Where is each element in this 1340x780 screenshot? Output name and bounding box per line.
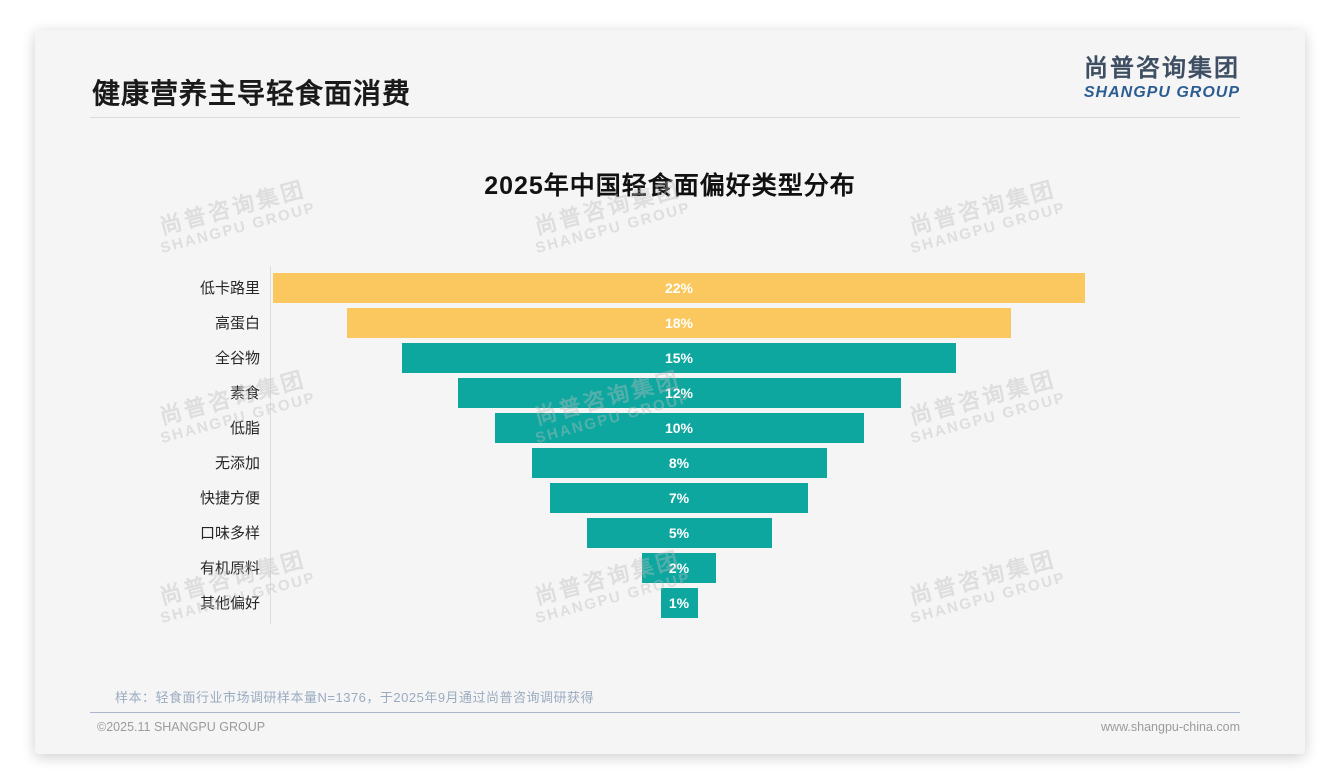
category-label: 低脂 [229, 420, 260, 437]
bar-zone: 5% [273, 517, 1085, 548]
bar-素食: 12% [457, 377, 901, 408]
value-label: 10% [664, 419, 694, 436]
slide-card: 健康营养主导轻食面消费 尚普咨询集团 SHANGPU GROUP 2025年中国… [35, 30, 1305, 754]
chart-row: 有机原料 2% [35, 550, 1305, 585]
bar-全谷物: 15% [402, 342, 956, 373]
category-label: 口味多样 [199, 525, 260, 542]
chart-row: 低卡路里 22% [35, 270, 1305, 305]
chart-row: 无添加 8% [35, 445, 1305, 480]
category-label: 有机原料 [199, 560, 260, 577]
bar-低脂: 10% [494, 412, 864, 443]
chart-row: 素食 12% [35, 375, 1305, 410]
bar-其他偏好: 1% [660, 587, 698, 618]
bar-zone: 2% [273, 552, 1085, 583]
value-label: 8% [668, 454, 690, 471]
category-label: 全谷物 [214, 350, 260, 367]
logo-chinese-text: 尚普咨询集团 [1084, 55, 1240, 82]
chart-row: 口味多样 5% [35, 515, 1305, 550]
category-label: 低卡路里 [199, 280, 260, 297]
bar-zone: 18% [273, 307, 1085, 338]
bar-zone: 7% [273, 482, 1085, 513]
value-label: 5% [668, 524, 690, 541]
bar-zone: 22% [273, 272, 1085, 303]
chart-row: 高蛋白 18% [35, 305, 1305, 340]
value-label: 15% [664, 349, 694, 366]
chart-row: 其他偏好 1% [35, 585, 1305, 620]
copyright-text: ©2025.11 SHANGPU GROUP [97, 720, 266, 734]
category-label: 高蛋白 [214, 315, 260, 332]
chart-axis-line [270, 266, 271, 624]
bar-zone: 15% [273, 342, 1085, 373]
watermark-english-text: SHANGPU GROUP [908, 199, 1068, 258]
page-title: 健康营养主导轻食面消费 [92, 78, 412, 109]
title-divider [90, 117, 1240, 118]
chart-row: 低脂 10% [35, 410, 1305, 445]
footer-divider [90, 712, 1240, 713]
bar-zone: 12% [273, 377, 1085, 408]
chart-row: 快捷方便 7% [35, 480, 1305, 515]
funnel-bar-chart: 低卡路里 22% 高蛋白 18% 全谷物 15% 素食 12% 低脂 10% 无添加 8% 快捷方便 7%… [35, 270, 1305, 620]
value-label: 12% [664, 384, 694, 401]
bar-高蛋白: 18% [347, 307, 1011, 338]
value-label: 18% [664, 314, 694, 331]
logo-english-text: SHANGPU GROUP [1083, 84, 1240, 102]
bar-zone: 10% [273, 412, 1085, 443]
category-label: 素食 [229, 385, 260, 402]
footer: ©2025.11 SHANGPU GROUP www.shangpu-china… [97, 720, 1240, 734]
watermark-english-text: SHANGPU GROUP [533, 199, 693, 258]
bar-无添加: 8% [531, 447, 827, 478]
value-label: 22% [664, 279, 694, 296]
category-label: 无添加 [214, 455, 260, 472]
bar-低卡路里: 22% [273, 272, 1085, 303]
value-label: 7% [668, 489, 690, 506]
value-label: 1% [668, 594, 690, 611]
chart-row: 全谷物 15% [35, 340, 1305, 375]
bar-有机原料: 2% [642, 552, 716, 583]
bar-快捷方便: 7% [550, 482, 808, 513]
bar-口味多样: 5% [586, 517, 772, 548]
website-text: www.shangpu-china.com [1101, 720, 1240, 734]
chart-title: 2025年中国轻食面偏好类型分布 [484, 172, 856, 200]
bar-zone: 1% [273, 587, 1085, 618]
company-logo: 尚普咨询集团 SHANGPU GROUP [1083, 55, 1240, 102]
category-label: 快捷方便 [199, 490, 260, 507]
sample-note: 样本：轻食面行业市场调研样本量N=1376，于2025年9月通过尚普咨询调研获得 [115, 690, 595, 705]
bar-zone: 8% [273, 447, 1085, 478]
value-label: 2% [668, 559, 690, 576]
watermark-english-text: SHANGPU GROUP [158, 199, 318, 258]
category-label: 其他偏好 [199, 595, 260, 612]
